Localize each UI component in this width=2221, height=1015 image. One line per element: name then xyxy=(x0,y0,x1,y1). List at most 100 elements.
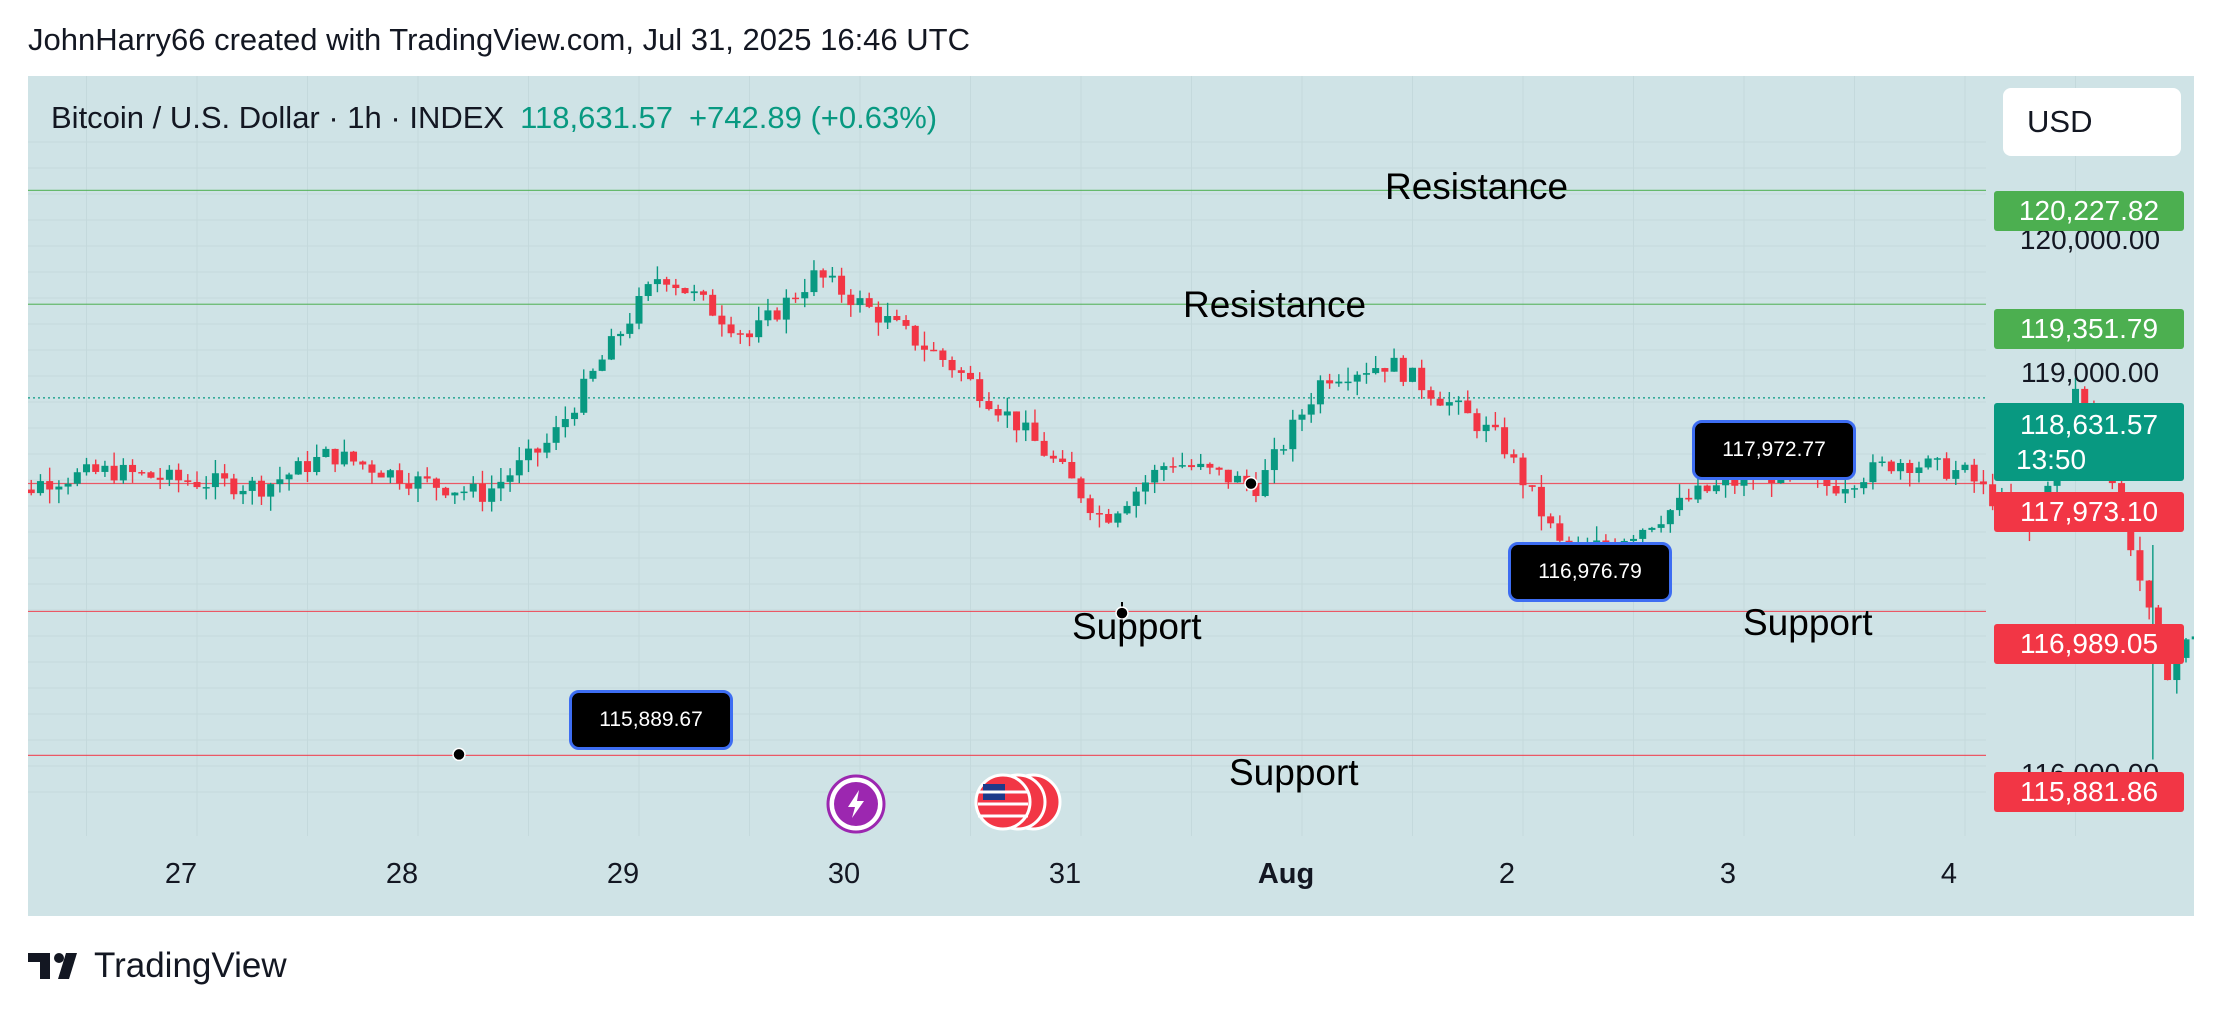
candle-body xyxy=(1178,465,1186,467)
candle-body xyxy=(967,372,974,380)
chart-area[interactable]: Bitcoin / U.S. Dollar · 1h · INDEX 118,63… xyxy=(28,76,2194,916)
candle-body xyxy=(1436,398,1444,406)
candle-body xyxy=(561,419,569,428)
candle-body xyxy=(442,487,450,496)
tradingview-logo[interactable]: TradingView xyxy=(28,946,287,986)
candle-body xyxy=(644,284,652,297)
candle-body xyxy=(1261,470,1269,497)
candle-body xyxy=(377,472,385,478)
candle-body xyxy=(1694,485,1702,500)
y-axis-label-119000: 119,000.00 xyxy=(2020,357,2160,388)
currency-selector[interactable]: USD xyxy=(2003,88,2181,156)
price-callout-3[interactable]: 117,972.77 xyxy=(1692,420,1856,480)
candle-body xyxy=(1141,482,1149,492)
candle-body xyxy=(920,345,928,350)
candle-body xyxy=(736,333,744,335)
candle-body xyxy=(1059,458,1067,462)
candle-body xyxy=(1510,454,1518,458)
candle-body xyxy=(2173,657,2181,681)
candle-body xyxy=(681,288,689,294)
candle-body xyxy=(598,359,606,371)
candle-body xyxy=(663,279,671,285)
candle-body xyxy=(828,275,836,278)
candle-body xyxy=(28,489,35,494)
candle-body xyxy=(2191,636,2194,640)
candle-body xyxy=(101,465,109,472)
candle-body xyxy=(1740,474,1748,486)
candle-body xyxy=(1676,497,1684,511)
candle-body xyxy=(1455,400,1463,403)
candle-body xyxy=(1335,381,1343,384)
candle-body xyxy=(1197,463,1205,468)
candle-body xyxy=(1077,478,1085,499)
price-callout-2[interactable]: 116,976.79 xyxy=(1508,542,1672,602)
candle-body xyxy=(1841,489,1849,494)
candle-body xyxy=(2136,550,2144,581)
candle-body xyxy=(1648,527,1656,530)
candle-body xyxy=(1851,488,1858,490)
candle-body xyxy=(1491,424,1499,428)
candle-body xyxy=(709,294,717,316)
candle-body xyxy=(257,480,265,497)
candle-body xyxy=(304,461,311,473)
x-tick-2: 2 xyxy=(1498,858,1516,890)
candle-body xyxy=(1519,457,1527,486)
level-lines xyxy=(28,189,1986,756)
attribution-text: JohnHarry66 created with TradingView.com… xyxy=(28,22,970,57)
candle-body xyxy=(1132,491,1140,506)
candle-body xyxy=(1537,486,1545,517)
candle-body xyxy=(55,486,63,490)
candle-body xyxy=(571,412,579,420)
candle-body xyxy=(985,401,993,410)
candle-body xyxy=(368,464,376,473)
candle-body xyxy=(746,333,753,338)
candle-body xyxy=(534,448,542,453)
candle-body xyxy=(1298,414,1306,420)
candle-body xyxy=(911,325,919,346)
candle-body xyxy=(386,470,394,478)
candle-body xyxy=(488,488,496,502)
drawings xyxy=(452,476,1258,834)
candle-body xyxy=(994,409,1002,416)
candle-body xyxy=(276,479,284,485)
x-tick-27: 27 xyxy=(164,858,198,890)
annotation-support-bottom: Support xyxy=(1229,752,1359,793)
candle-body xyxy=(1013,411,1021,431)
candle-body xyxy=(359,461,367,465)
candle-body xyxy=(1399,357,1407,382)
candle-body xyxy=(1887,461,1895,472)
x-tick-aug: Aug xyxy=(1257,858,1315,890)
candle-body xyxy=(46,481,54,490)
candle-body xyxy=(1878,461,1886,464)
candle-body xyxy=(635,296,643,324)
candle-body xyxy=(165,469,173,480)
candle-body xyxy=(792,297,800,300)
price-callout-1[interactable]: 115,889.67 xyxy=(569,690,733,750)
candle-body xyxy=(1362,373,1370,375)
candle-body xyxy=(221,473,229,479)
candle-body xyxy=(1224,469,1232,483)
candle-body xyxy=(1952,470,1960,479)
candle-body xyxy=(902,320,910,326)
candle-body xyxy=(672,284,680,289)
annotation-resistance-lower: Resistance xyxy=(1183,284,1367,325)
candle-body xyxy=(1344,381,1352,384)
candle-body xyxy=(1003,411,1011,416)
candlestick-chart[interactable] xyxy=(28,76,2194,916)
candle-body xyxy=(423,476,431,479)
us-flag-event-icon xyxy=(974,773,1032,831)
x-tick-28: 28 xyxy=(385,858,419,890)
candle-body xyxy=(1160,466,1168,470)
symbol-name: Bitcoin / U.S. Dollar · 1h · INDEX xyxy=(51,100,505,135)
candle-body xyxy=(1114,513,1122,523)
candle-body xyxy=(156,477,164,480)
candle-body xyxy=(1722,479,1730,486)
candle-body xyxy=(1409,367,1416,382)
candle-body xyxy=(1086,498,1094,514)
candle-body xyxy=(1095,513,1103,515)
candle-body xyxy=(506,475,514,482)
candle-body xyxy=(202,487,210,489)
candle-body xyxy=(1685,497,1693,500)
candle-body xyxy=(626,323,634,334)
candle-countdown: 13:50 xyxy=(2016,444,2087,475)
